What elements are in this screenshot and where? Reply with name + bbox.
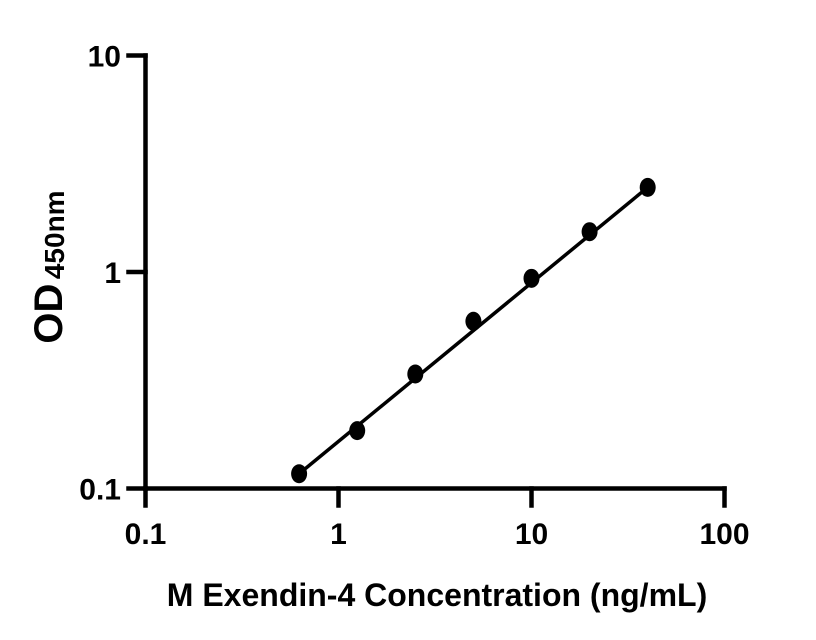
x-tick-label: 10 <box>515 518 548 551</box>
data-point <box>581 222 598 242</box>
data-point <box>523 268 540 288</box>
tick-label-layer: 0.1 1 10 100 0.1 1 10 <box>79 41 749 552</box>
data-point <box>465 311 482 331</box>
x-axis-title: M Exendin-4 Concentration (ng/mL) <box>167 577 707 613</box>
data-point <box>639 177 656 197</box>
data-point <box>291 464 308 484</box>
series-layer <box>291 177 656 484</box>
data-point <box>407 364 424 384</box>
y-axis-title: OD 450nm <box>27 190 71 343</box>
y-tick-label: 1 <box>104 257 121 290</box>
x-tick-label: 1 <box>330 518 347 551</box>
data-point <box>349 421 366 441</box>
y-axis-title-main: OD <box>27 284 71 344</box>
y-tick-label: 0.1 <box>79 474 121 507</box>
x-tick-label: 0.1 <box>125 518 167 551</box>
y-axis-title-subscript: 450nm <box>39 190 70 279</box>
y-tick-label: 10 <box>88 41 121 74</box>
axes-layer <box>126 53 727 508</box>
x-tick-label: 100 <box>699 518 749 551</box>
